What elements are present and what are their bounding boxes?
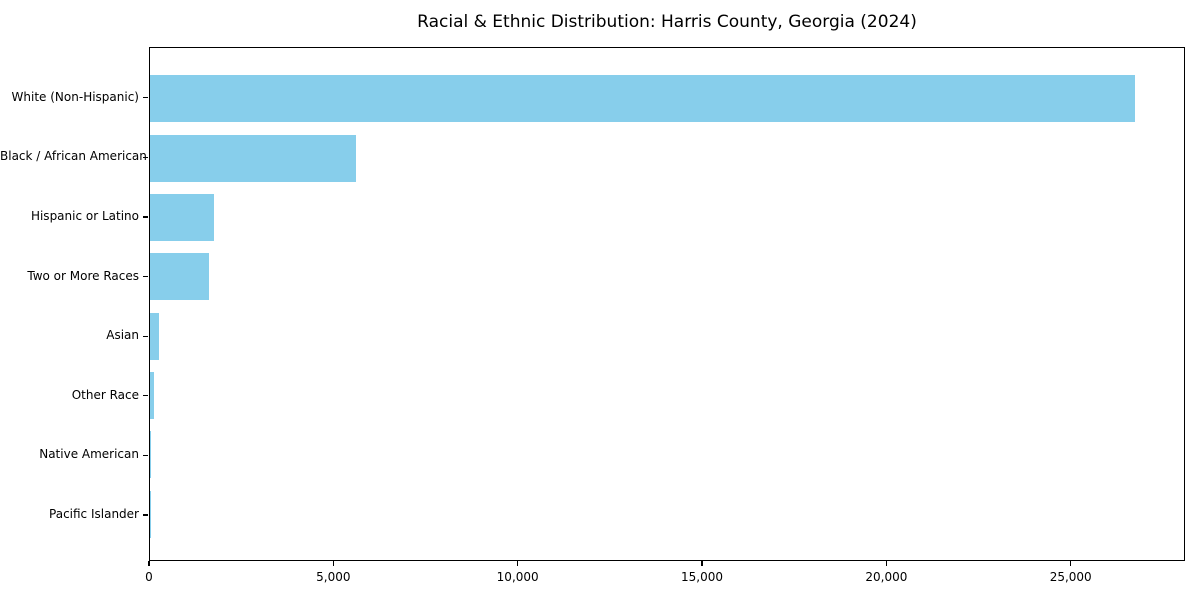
bar-row bbox=[150, 425, 1184, 484]
y-tick bbox=[142, 97, 148, 99]
x-tick-label: 5,000 bbox=[316, 570, 351, 584]
bar-row bbox=[150, 307, 1184, 366]
y-tick bbox=[142, 156, 148, 159]
x-tick bbox=[701, 561, 703, 566]
y-tick bbox=[142, 454, 148, 457]
x-tick bbox=[332, 561, 335, 566]
bar-row bbox=[150, 485, 1184, 544]
bar-row bbox=[150, 188, 1184, 247]
y-axis-label: Two or More Races bbox=[27, 268, 139, 283]
y-tick bbox=[142, 216, 148, 218]
y-tick bbox=[142, 395, 148, 397]
y-axis-label: Pacific Islander bbox=[49, 507, 139, 521]
x-tick bbox=[516, 561, 519, 566]
y-tick bbox=[142, 335, 148, 337]
y-axis-label: Asian bbox=[106, 328, 139, 343]
plot-area bbox=[149, 47, 1185, 561]
y-axis-label: White (Non-Hispanic) bbox=[11, 89, 139, 104]
bar-row bbox=[150, 366, 1184, 425]
bar bbox=[150, 193, 215, 241]
x-tick-label: 15,000 bbox=[681, 570, 724, 584]
y-axis-label: Black / African American bbox=[0, 149, 147, 164]
y-axis-label: Hispanic or Latino bbox=[30, 209, 139, 223]
bar bbox=[150, 372, 154, 420]
x-tick bbox=[148, 561, 150, 566]
bars-layer bbox=[150, 48, 1184, 560]
bar-row bbox=[150, 247, 1184, 306]
chart-title: Racial & Ethnic Distribution: Harris Cou… bbox=[417, 12, 917, 32]
bar-row bbox=[150, 128, 1184, 187]
x-tick bbox=[1070, 561, 1072, 566]
x-tick bbox=[885, 561, 888, 566]
bar bbox=[150, 253, 209, 301]
y-tick bbox=[142, 514, 148, 516]
x-tick-label: 0 bbox=[145, 570, 153, 584]
y-tick bbox=[142, 275, 148, 278]
bar bbox=[150, 75, 1136, 123]
bar-row bbox=[150, 69, 1184, 128]
x-tick-label: 20,000 bbox=[865, 570, 908, 584]
bar bbox=[150, 312, 160, 360]
y-axis-label: Other Race bbox=[71, 387, 139, 402]
bar bbox=[150, 134, 357, 182]
y-axis-label: Native American bbox=[39, 447, 139, 462]
x-tick-label: 10,000 bbox=[496, 570, 539, 584]
x-tick-label: 25,000 bbox=[1049, 570, 1092, 584]
bar bbox=[150, 431, 152, 479]
